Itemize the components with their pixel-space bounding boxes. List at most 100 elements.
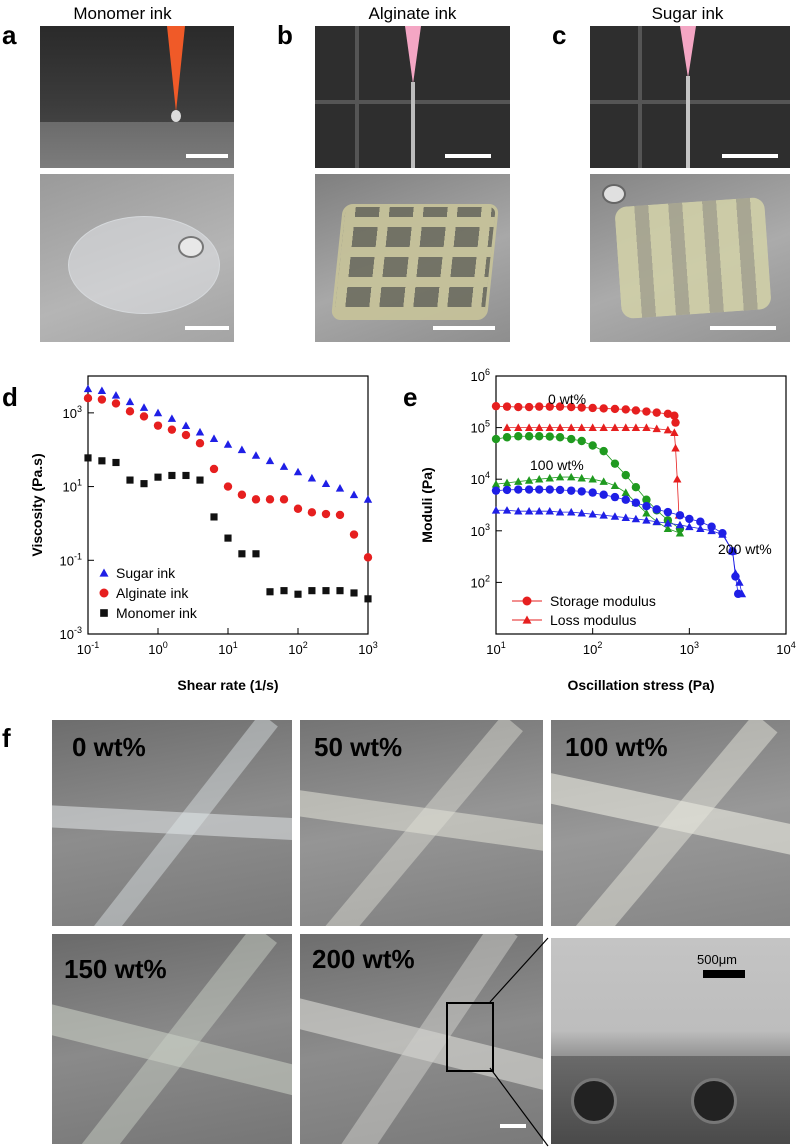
scale-bar <box>500 1124 526 1128</box>
data-point-triangle <box>555 472 565 481</box>
connector-line <box>489 1067 549 1147</box>
data-point-circle <box>652 408 661 417</box>
data-point-triangle <box>652 424 661 433</box>
tick-label: 103 <box>358 640 377 657</box>
tick-label: 10-3 <box>60 625 82 642</box>
data-point-square <box>112 458 120 467</box>
f-photo-100wt: 100 wt% <box>551 720 790 926</box>
data-point-circle <box>588 403 597 413</box>
tick-label: 100 <box>148 640 167 657</box>
data-point-circle <box>663 409 673 419</box>
data-point-circle <box>567 486 576 495</box>
x-axis-label: Oscillation stress (Pa) <box>567 677 714 693</box>
data-point-triangle <box>567 472 576 481</box>
tick-label: 103 <box>471 522 490 539</box>
legend-label: Loss modulus <box>550 612 636 628</box>
data-point-square <box>182 471 190 480</box>
data-point-circle <box>696 517 705 526</box>
data-point-circle <box>237 490 247 499</box>
data-point-triangle <box>737 589 747 598</box>
data-point-triangle <box>642 508 651 517</box>
data-point-circle <box>567 434 576 444</box>
plate-hole <box>178 236 204 258</box>
data-point-triangle <box>181 421 191 429</box>
tick-label: 101 <box>218 640 237 657</box>
data-point-triangle <box>567 507 576 516</box>
data-point-circle <box>685 514 694 524</box>
sugar-nozzle-photo <box>590 26 790 168</box>
data-point-circle <box>599 446 608 456</box>
tick-label: 102 <box>583 640 602 657</box>
data-point-circle <box>195 439 205 448</box>
connector-line <box>489 937 549 1003</box>
data-point-square <box>294 590 302 598</box>
f-photo-50wt: 50 wt% <box>300 720 543 926</box>
data-point-circle <box>642 495 651 504</box>
data-point-triangle <box>153 408 163 417</box>
zoom-box <box>446 1002 494 1072</box>
data-point-circle <box>631 498 641 507</box>
scale-bar <box>722 154 778 158</box>
data-point-circle <box>631 482 641 492</box>
legend-label: Alginate ink <box>116 585 189 601</box>
grid-line <box>355 26 359 168</box>
f-cross-section-photo: 500μm <box>551 938 790 1144</box>
f-photo-200wt: 200 wt% <box>300 934 543 1144</box>
data-point-triangle <box>663 524 673 533</box>
data-point-circle <box>599 490 608 499</box>
tick-label: 10-1 <box>60 551 82 568</box>
panel-b-label: b <box>277 20 293 50</box>
data-point-circle <box>671 418 680 427</box>
data-point-circle <box>577 436 586 446</box>
data-point-triangle <box>731 569 740 577</box>
data-point-circle <box>524 402 534 412</box>
plate-hole <box>602 184 626 204</box>
nozzle-orange <box>167 26 185 112</box>
data-point-triangle <box>621 488 630 496</box>
data-point-triangle <box>83 384 93 393</box>
panel-c-label: c <box>552 20 567 50</box>
data-point-triangle <box>111 391 121 399</box>
data-point-square <box>98 457 106 465</box>
data-point-square <box>126 476 134 484</box>
tick-label: 103 <box>63 404 82 421</box>
panel-a-label: a <box>2 20 17 50</box>
data-point-triangle <box>167 414 177 422</box>
data-point-triangle <box>514 506 523 515</box>
tick-label: 103 <box>680 640 699 657</box>
data-point-triangle <box>610 512 620 520</box>
data-point-triangle <box>502 423 512 431</box>
data-point-circle <box>514 402 523 412</box>
data-point-circle <box>209 464 219 474</box>
data-point-triangle <box>237 445 247 454</box>
data-point-triangle <box>735 578 744 586</box>
data-point-circle <box>125 407 135 416</box>
ink-droplet <box>171 110 181 122</box>
data-point-triangle <box>265 456 275 465</box>
data-point-circle <box>153 421 163 430</box>
series-line <box>496 509 743 594</box>
data-point-circle <box>524 432 534 441</box>
panel-d-label: d <box>2 382 18 412</box>
data-point-circle <box>642 407 651 416</box>
data-point-circle <box>83 393 93 403</box>
data-point-triangle <box>209 434 219 442</box>
x-axis-label: Shear rate (1/s) <box>177 677 278 693</box>
data-point-square <box>322 587 330 595</box>
zoom-connector <box>489 937 549 1147</box>
annotation-label: 100 wt% <box>530 457 584 473</box>
data-point-triangle <box>524 476 534 484</box>
monomer-puddle <box>68 216 220 314</box>
data-point-square <box>224 534 232 542</box>
data-point-circle <box>502 433 512 442</box>
data-point-circle <box>545 485 554 494</box>
data-point-circle <box>514 432 523 441</box>
f-label: 0 wt% <box>72 732 146 762</box>
data-point-circle <box>491 486 501 495</box>
panel-c-title: Sugar ink <box>651 4 724 23</box>
data-point-triangle <box>663 425 673 434</box>
data-point-triangle <box>671 443 680 452</box>
data-point-circle <box>555 433 565 442</box>
data-point-circle <box>545 432 554 441</box>
data-point-circle <box>491 434 501 444</box>
